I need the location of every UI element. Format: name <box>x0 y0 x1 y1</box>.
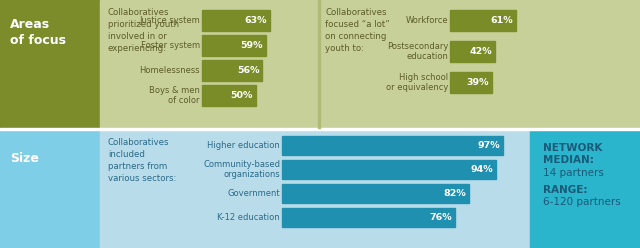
Text: 14 partners: 14 partners <box>543 168 604 178</box>
Text: 6-120 partners: 6-120 partners <box>543 197 621 207</box>
Text: Justice system: Justice system <box>140 16 200 25</box>
Bar <box>450 72 492 93</box>
Text: 76%: 76% <box>429 213 452 222</box>
Bar <box>202 35 266 56</box>
Bar <box>282 160 497 179</box>
Text: Homelessness: Homelessness <box>140 66 200 75</box>
Bar <box>530 130 640 248</box>
Text: 59%: 59% <box>240 41 263 50</box>
Bar <box>282 136 503 155</box>
Bar <box>0 130 100 248</box>
Bar <box>450 10 516 31</box>
Text: 39%: 39% <box>467 78 489 87</box>
Text: Foster system: Foster system <box>141 41 200 50</box>
Text: Collaboratives
focused “a lot”
on connecting
youth to:: Collaboratives focused “a lot” on connec… <box>325 8 390 54</box>
Bar <box>282 208 455 227</box>
Text: High school
or equivalency: High school or equivalency <box>386 73 448 92</box>
Bar <box>202 10 270 31</box>
Bar <box>202 85 256 106</box>
Text: Collaboratives
included
partners from
various sectors:: Collaboratives included partners from va… <box>108 138 177 184</box>
Text: RANGE:: RANGE: <box>543 185 588 195</box>
Text: Workforce: Workforce <box>405 16 448 25</box>
Text: 50%: 50% <box>230 91 253 100</box>
Text: MEDIAN:: MEDIAN: <box>543 155 594 165</box>
Text: Size: Size <box>10 152 39 165</box>
Bar <box>282 184 469 203</box>
Bar <box>450 41 495 62</box>
Text: 42%: 42% <box>470 47 492 56</box>
Text: NETWORK: NETWORK <box>543 143 602 153</box>
Bar <box>0 0 100 128</box>
Text: 82%: 82% <box>444 189 466 198</box>
Text: K-12 education: K-12 education <box>218 213 280 222</box>
Text: 63%: 63% <box>244 16 267 25</box>
Bar <box>0 128 640 130</box>
Text: Community-based
organizations: Community-based organizations <box>203 160 280 179</box>
Text: Collaboratives
prioritized youth
involved in or
experiencing:: Collaboratives prioritized youth involve… <box>108 8 179 54</box>
Text: Higher education: Higher education <box>207 141 280 150</box>
Text: Postsecondary
education: Postsecondary education <box>387 42 448 61</box>
Text: 56%: 56% <box>237 66 259 75</box>
Text: Government: Government <box>227 189 280 198</box>
Bar <box>202 60 262 81</box>
Text: Boys & men
of color: Boys & men of color <box>149 86 200 105</box>
Text: 97%: 97% <box>477 141 500 150</box>
Text: Areas
of focus: Areas of focus <box>10 18 66 47</box>
Bar <box>100 130 530 248</box>
Bar <box>100 0 640 128</box>
Bar <box>318 0 320 128</box>
Text: 94%: 94% <box>470 165 493 174</box>
Text: 61%: 61% <box>490 16 513 25</box>
